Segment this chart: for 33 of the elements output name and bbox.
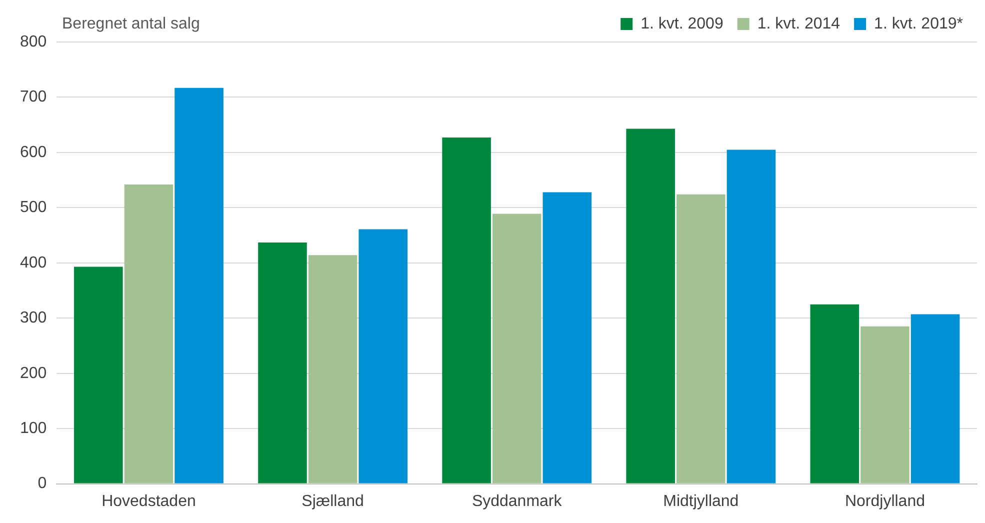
x-tick-label: Syddanmark: [472, 492, 563, 510]
bar: [860, 326, 910, 484]
bar: [308, 255, 358, 484]
legend-label: 1. kvt. 2019*: [874, 15, 964, 32]
bar: [74, 266, 123, 484]
y-tick-label: 800: [20, 33, 47, 50]
bar: [124, 184, 174, 484]
legend-label: 1. kvt. 2014: [757, 15, 840, 32]
x-tick-label: Hovedstaden: [102, 492, 196, 510]
bar: [726, 150, 776, 484]
bar: [358, 229, 408, 484]
x-tick-label: Sjælland: [302, 492, 364, 510]
legend-label: 1. kvt. 2009: [640, 15, 724, 32]
bar: [174, 88, 224, 484]
y-tick-label: 0: [38, 475, 47, 492]
y-tick-label: 300: [20, 310, 47, 327]
bar: [492, 214, 542, 484]
y-axis-title: Beregnet antal salg: [62, 15, 200, 32]
x-tick-label: Nordjylland: [844, 492, 925, 510]
y-tick-label: 600: [20, 144, 47, 161]
bar: [442, 138, 491, 484]
y-tick-label: 700: [20, 88, 47, 106]
y-tick-label: 500: [20, 199, 47, 216]
y-tick-label: 400: [20, 254, 47, 272]
x-tick-label: Midtjylland: [663, 492, 739, 510]
y-tick-label: 200: [20, 364, 47, 382]
bar: [542, 192, 592, 484]
bar: [626, 128, 675, 484]
bar: [910, 314, 960, 484]
bar: [676, 194, 726, 484]
bar: [258, 242, 307, 484]
bar: [810, 304, 860, 484]
y-tick-label: 100: [20, 420, 47, 437]
